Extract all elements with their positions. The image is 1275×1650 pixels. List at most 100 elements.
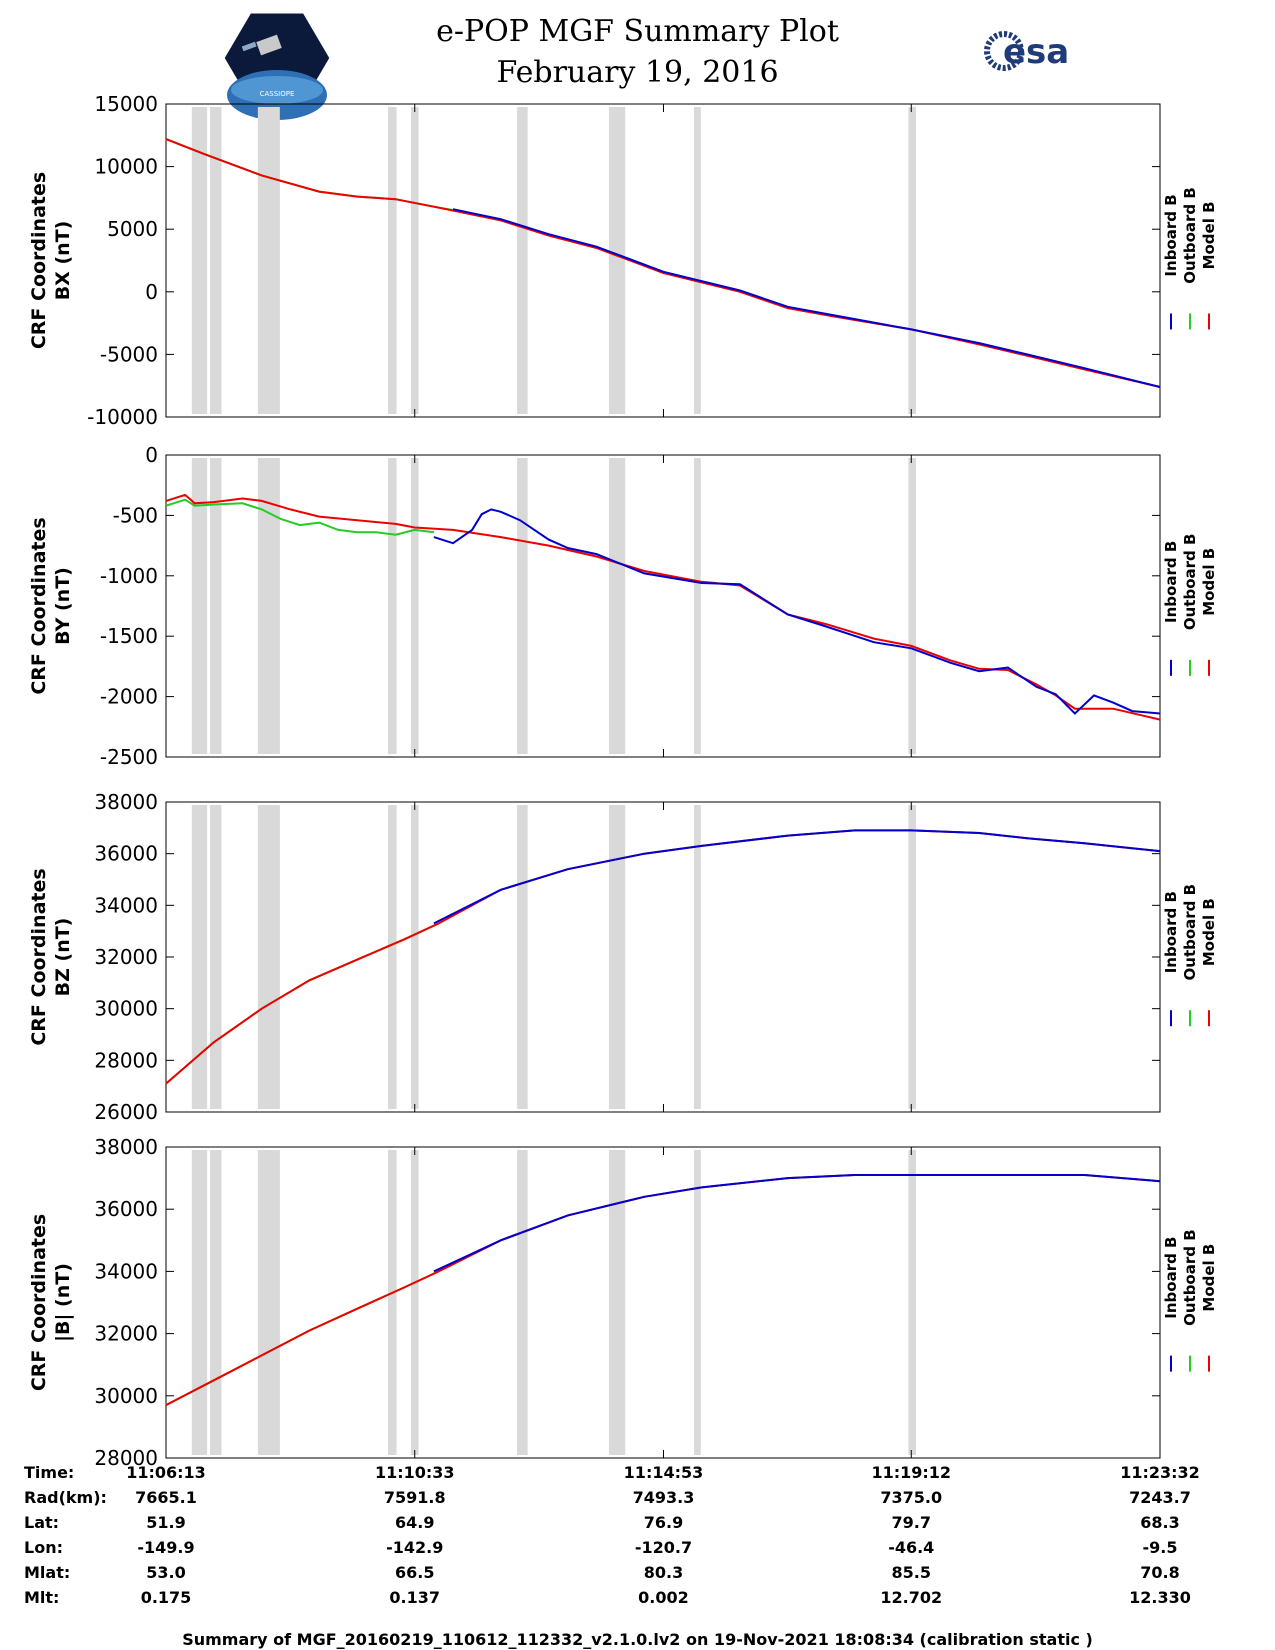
y-tick-label: 38000 bbox=[94, 1135, 158, 1159]
series-line-inboard-b bbox=[433, 508, 1161, 715]
info-cell: 11:06:13 bbox=[126, 1463, 206, 1482]
legend-label: Outboard B bbox=[1181, 534, 1199, 631]
series-line-outboard-b bbox=[165, 498, 435, 536]
series-line-model-b bbox=[165, 829, 1161, 1085]
esa-logo-text: esa bbox=[1003, 32, 1069, 72]
legend-label: Inboard B bbox=[1162, 541, 1180, 623]
legend-label: Model B bbox=[1200, 548, 1218, 616]
y-axis-label: CRF Coordinates BZ (nT) bbox=[28, 868, 74, 1045]
y-tick-label: 30000 bbox=[94, 997, 158, 1021]
data-gap-4 bbox=[387, 458, 397, 754]
y-axis-label-line-1: CRF Coordinates bbox=[28, 172, 50, 349]
y-axis-label-line-2: |B| (nT) bbox=[52, 1263, 74, 1342]
data-gap-7 bbox=[608, 107, 626, 414]
y-tick-label: 28000 bbox=[94, 1446, 158, 1470]
cassiope-logo-solar-panel bbox=[241, 41, 257, 52]
info-cell: 7591.8 bbox=[384, 1488, 446, 1507]
legend-label: Outboard B bbox=[1181, 187, 1199, 284]
data-gap-5 bbox=[410, 1150, 419, 1455]
data-gap-3 bbox=[257, 805, 280, 1109]
info-cell: 11:10:33 bbox=[375, 1463, 455, 1482]
series-line-model-b bbox=[165, 493, 1161, 721]
data-gap-7 bbox=[608, 458, 626, 754]
cassiope-logo-text: CASSIOPE bbox=[260, 90, 295, 98]
plot-frame bbox=[165, 103, 1161, 418]
info-cell: 7665.1 bbox=[135, 1488, 197, 1507]
footer-summary: Summary of MGF_20160219_110612_112332_v2… bbox=[182, 1630, 1093, 1649]
legend-label: Inboard B bbox=[1162, 891, 1180, 973]
y-axis-label-line-1: CRF Coordinates bbox=[28, 517, 50, 694]
data-gap-8 bbox=[694, 805, 701, 1109]
info-cell: -120.7 bbox=[635, 1538, 692, 1557]
y-tick-label: -5000 bbox=[100, 342, 158, 366]
data-gap-7 bbox=[608, 805, 626, 1109]
info-cell: 0.002 bbox=[638, 1588, 689, 1607]
y-axis-label: CRF Coordinates BY (nT) bbox=[28, 517, 74, 694]
info-row-label: Lat: bbox=[24, 1513, 59, 1532]
info-cell: 0.137 bbox=[389, 1588, 440, 1607]
info-cell: 11:23:32 bbox=[1120, 1463, 1200, 1482]
y-tick-label: 32000 bbox=[94, 1322, 158, 1346]
series-line-model-b bbox=[165, 138, 1161, 388]
data-gap-2 bbox=[210, 107, 222, 414]
plot-frame bbox=[165, 801, 1161, 1113]
data-gap-5 bbox=[410, 458, 419, 754]
y-tick-label: 30000 bbox=[94, 1384, 158, 1408]
info-cell: -46.4 bbox=[888, 1538, 934, 1557]
info-cell: 51.9 bbox=[146, 1513, 185, 1532]
esa-logo-ring bbox=[984, 31, 1024, 71]
panel-2: 0 -500 -1000 -1500 -2000 -2500 CRF Coordinates… bbox=[28, 443, 1218, 769]
data-gap-3 bbox=[257, 107, 280, 414]
info-row-label: Rad(km): bbox=[24, 1488, 107, 1507]
y-tick-label: 36000 bbox=[94, 842, 158, 866]
plot-frame bbox=[165, 454, 1161, 758]
y-tick-label: 15000 bbox=[94, 92, 158, 116]
y-tick-label: -1500 bbox=[100, 624, 158, 648]
y-tick-label: 28000 bbox=[94, 1048, 158, 1072]
series-line-inboard-b bbox=[433, 829, 1161, 925]
y-tick-label: 26000 bbox=[94, 1100, 158, 1124]
info-cell: 79.7 bbox=[892, 1513, 931, 1532]
info-cell: 12.702 bbox=[880, 1588, 942, 1607]
series-line-inboard-b bbox=[433, 1174, 1161, 1273]
y-tick-label: -2500 bbox=[100, 745, 158, 769]
y-tick-label: 32000 bbox=[94, 945, 158, 969]
data-gap-4 bbox=[387, 805, 397, 1109]
series-line-model-b bbox=[165, 1174, 1161, 1406]
chart-title: e-POP MGF Summary Plot bbox=[436, 14, 839, 49]
y-axis-label-line-2: BY (nT) bbox=[52, 567, 74, 645]
legend-label: Model B bbox=[1200, 1244, 1218, 1312]
cassiope-logo-satellite bbox=[256, 34, 282, 56]
info-cell: 53.0 bbox=[146, 1563, 185, 1582]
info-cell: 11:19:12 bbox=[871, 1463, 951, 1482]
info-cell: 7375.0 bbox=[880, 1488, 942, 1507]
info-cell: 85.5 bbox=[892, 1563, 931, 1582]
panel-1: 15000 10000 5000 0 -5000 -10000 CRF Coordinate… bbox=[28, 92, 1218, 429]
info-row-label: Mlt: bbox=[24, 1588, 59, 1607]
data-gap-4 bbox=[387, 107, 397, 414]
info-cell: 7243.7 bbox=[1129, 1488, 1191, 1507]
data-gap-1 bbox=[191, 1150, 208, 1455]
y-axis-label-line-1: CRF Coordinates bbox=[28, 868, 50, 1045]
y-axis-label-line-2: BX (nT) bbox=[52, 221, 74, 301]
y-tick-label: 36000 bbox=[94, 1197, 158, 1221]
y-tick-label: 34000 bbox=[94, 893, 158, 917]
data-gap-9 bbox=[908, 805, 917, 1109]
data-gap-1 bbox=[191, 805, 208, 1109]
info-row-label: Mlat: bbox=[24, 1563, 70, 1582]
y-tick-label: 34000 bbox=[94, 1259, 158, 1283]
cassiope-logo: CASSIOPE bbox=[221, 10, 333, 120]
data-gap-9 bbox=[908, 107, 917, 414]
y-tick-label: 38000 bbox=[94, 790, 158, 814]
info-cell: -9.5 bbox=[1143, 1538, 1178, 1557]
legend-label: Inboard B bbox=[1162, 194, 1180, 276]
info-cell: -149.9 bbox=[137, 1538, 194, 1557]
info-cell: 76.9 bbox=[644, 1513, 683, 1532]
panel-3: 38000 36000 34000 32000 30000 28000 26000 CRF C… bbox=[28, 790, 1218, 1124]
legend-label: Model B bbox=[1200, 201, 1218, 269]
data-gap-6 bbox=[517, 107, 528, 414]
data-gap-6 bbox=[517, 458, 528, 754]
orbit-info-table: Time: Rad(km): Lat: Lon: Mlat: Mlt: 11:06:13 76… bbox=[24, 1463, 1200, 1607]
data-gap-9 bbox=[908, 458, 917, 754]
info-cell: 66.5 bbox=[395, 1563, 434, 1582]
